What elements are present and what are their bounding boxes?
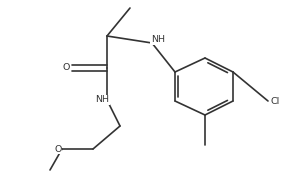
Text: Cl: Cl (270, 97, 280, 105)
Text: NH: NH (95, 95, 109, 105)
Text: NH: NH (151, 36, 165, 45)
Text: O: O (62, 63, 70, 73)
Text: O: O (54, 144, 62, 154)
